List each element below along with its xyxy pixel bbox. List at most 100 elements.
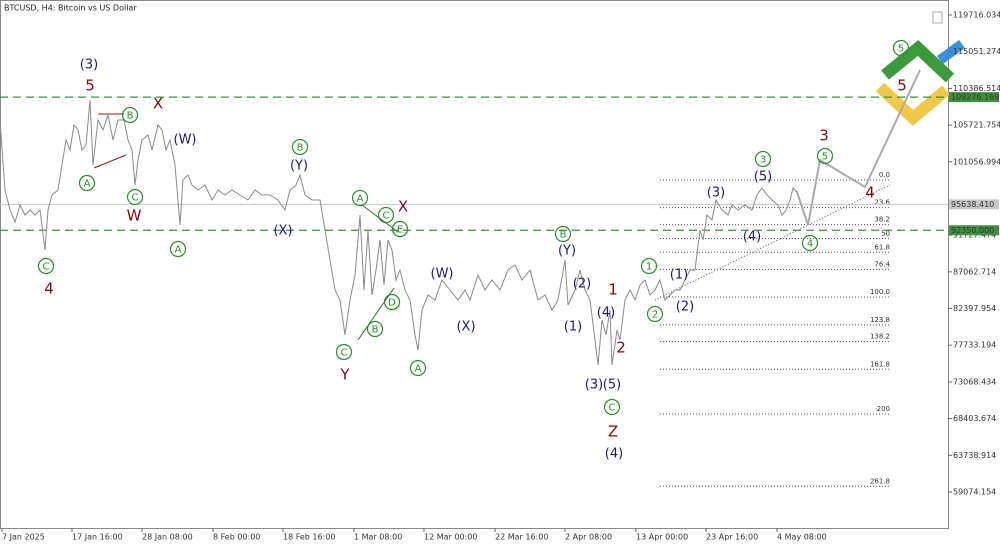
fib-label: 200 — [877, 405, 890, 413]
fib-label: 38.2 — [874, 216, 890, 224]
wave-label: C — [609, 402, 616, 413]
wave-circle — [801, 234, 819, 252]
wave-circle — [169, 240, 187, 258]
wave-label: (4) — [605, 446, 623, 461]
wave-circle — [383, 293, 401, 311]
wave-circle — [335, 343, 353, 361]
wave-circle — [640, 257, 658, 275]
wave-label: (W) — [174, 132, 197, 147]
x-tick-label: 22 Mar 16:00 — [495, 533, 548, 542]
wave-label: (4) — [743, 229, 761, 244]
wave-label: B — [372, 324, 379, 335]
wave-circle — [391, 220, 409, 238]
y-tick-label: 77733.194 — [953, 341, 996, 350]
wave-label: (1) — [564, 319, 582, 334]
wave-label: (4) — [597, 305, 615, 320]
y-tick-label: 110386.514 — [953, 84, 1000, 93]
wave-circle — [816, 147, 834, 165]
y-tick-label: 68403.674 — [953, 414, 996, 423]
fib-label: 0.0 — [879, 171, 890, 179]
wave-label: E — [397, 224, 403, 235]
wave-label: (X) — [273, 223, 292, 238]
wave-label: (Y) — [290, 158, 308, 173]
wave-label: A — [84, 178, 91, 189]
x-tick-label: 7 Jan 2025 — [2, 533, 45, 542]
wave-circle — [892, 39, 910, 57]
wave-label: D — [388, 297, 396, 308]
wave-label: Z — [608, 422, 618, 440]
wave-label: 4 — [807, 238, 813, 249]
y-tick-label: 105721.754 — [953, 121, 1000, 130]
wave-circle — [351, 189, 369, 207]
wave-label: 5 — [85, 76, 95, 94]
x-tick-label: 4 May 08:00 — [777, 533, 827, 542]
x-tick-label: 1 Mar 08:00 — [354, 533, 402, 542]
wave-label: C — [341, 347, 348, 358]
wave-label: 5 — [822, 151, 828, 162]
wave-circle — [291, 138, 309, 156]
wave-label: (1) — [670, 267, 688, 282]
x-tick-label: 8 Feb 00:00 — [213, 533, 260, 542]
price-line — [0, 99, 798, 366]
wave-circle — [78, 174, 96, 192]
fib-label: 123.8 — [870, 316, 890, 324]
y-tick-label: 119716.034 — [953, 10, 1000, 19]
wave-circle — [603, 398, 621, 416]
fib-label: 161.8 — [870, 360, 890, 368]
y-tick-label: 59074.154 — [953, 487, 996, 496]
fib-label: 76.4 — [874, 260, 890, 268]
wave-label: X — [398, 197, 408, 215]
wave-label: (5) — [603, 377, 621, 392]
y-tick-label: 82397.954 — [953, 304, 996, 313]
wave-circle — [126, 188, 144, 206]
wave-label: (X) — [456, 319, 475, 334]
wave-label: (2) — [573, 276, 591, 291]
wave-label: 3 — [819, 126, 829, 144]
x-tick-label: 28 Jan 08:00 — [142, 533, 193, 542]
fib-label: 261.8 — [870, 477, 890, 485]
wave-circle — [554, 225, 572, 243]
y-tick-label: 63738.914 — [953, 451, 996, 460]
wave-circle — [366, 320, 384, 338]
wave-label: C — [383, 210, 390, 221]
wave-label: A — [357, 193, 364, 204]
wave-label: 5 — [898, 43, 904, 54]
wave-circle — [646, 305, 664, 323]
wave-label: (W) — [431, 266, 454, 281]
wave-circle — [409, 359, 427, 377]
fib-label: 100.0 — [870, 288, 890, 296]
wave-label: B — [560, 229, 567, 240]
price-label: 92350.000 — [951, 226, 994, 235]
chart-title: BTCUSD, H4: Bitcoin vs US Dollar — [4, 4, 137, 13]
wave-label: (3) — [585, 377, 603, 392]
wave-circle — [377, 206, 395, 224]
wave-label: 4 — [865, 183, 875, 201]
wave-label: 5 — [897, 76, 907, 94]
y-tick-label: 87062.714 — [953, 267, 996, 276]
wave-label: C — [43, 261, 50, 272]
wave-label: A — [415, 363, 422, 374]
wave-label: B — [127, 110, 134, 121]
plot-frame — [0, 0, 949, 529]
wave-label: (5) — [754, 169, 772, 184]
wave-label: 1 — [646, 261, 652, 272]
wave-label: 1 — [608, 280, 618, 298]
y-tick-label: 101056.994 — [953, 157, 1000, 166]
fib-label: 50 — [881, 229, 890, 237]
x-tick-label: 2 Apr 08:00 — [565, 533, 612, 542]
x-tick-label: 18 Feb 16:00 — [283, 533, 335, 542]
price-label-box — [949, 92, 999, 103]
x-tick-label: 13 Apr 00:00 — [636, 533, 688, 542]
wave-label: X — [153, 95, 163, 113]
price-label: 95638.410 — [951, 200, 994, 209]
wave-label: Y — [339, 365, 350, 383]
wave-label: 3 — [760, 154, 766, 165]
icon — [932, 11, 943, 24]
wave-label: 4 — [44, 279, 54, 297]
price-line — [796, 69, 921, 226]
price-label-box — [949, 225, 999, 236]
y-tick-label: 73068.434 — [953, 377, 996, 386]
wave-circle — [754, 150, 772, 168]
wave-label: C — [132, 192, 139, 203]
